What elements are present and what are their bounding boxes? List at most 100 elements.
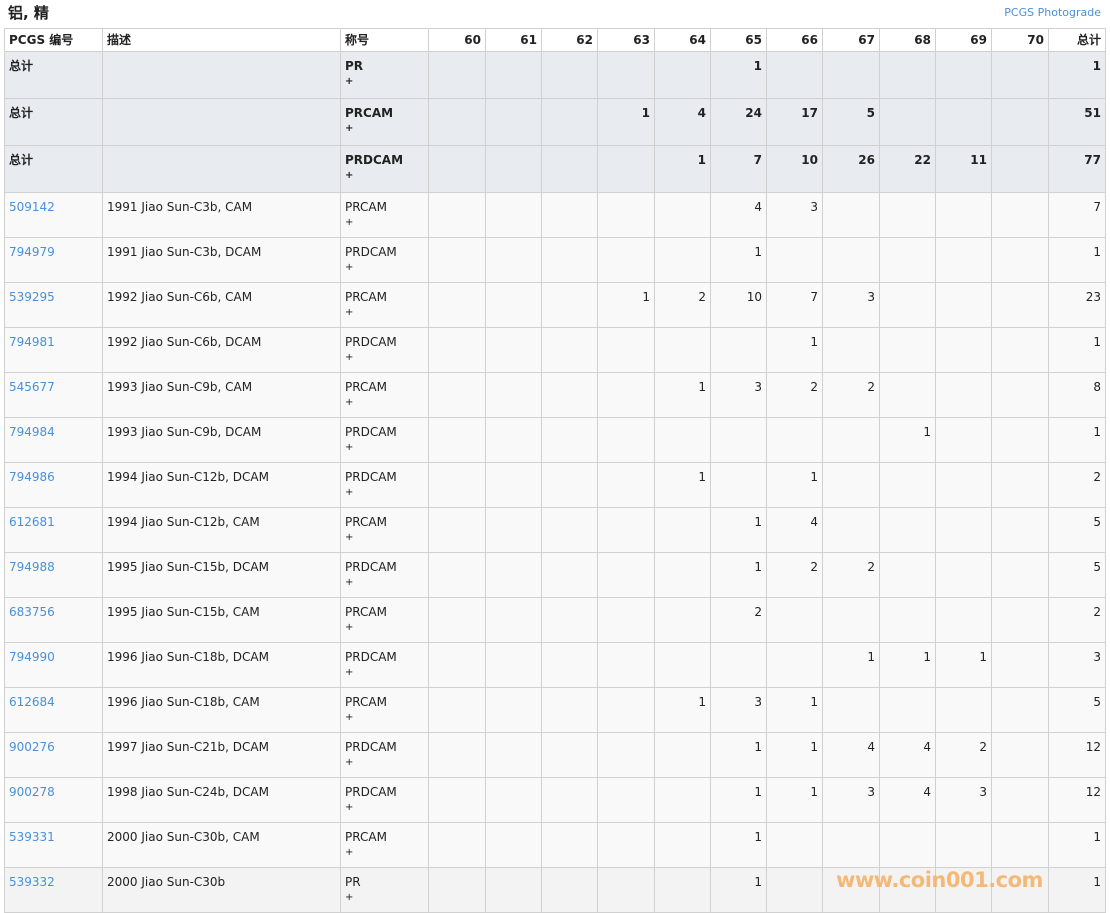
plus-grade-toggle[interactable]: + (345, 397, 354, 408)
pcgs-number-link[interactable]: 794984 (9, 425, 55, 439)
grade-65-count: 1 (710, 867, 767, 913)
designation-cell: PRCAM + (340, 822, 429, 868)
plus-grade-toggle[interactable]: + (345, 352, 354, 363)
designation: PRCAM (345, 200, 387, 214)
pcgs-number-link[interactable]: 794990 (9, 650, 55, 664)
header-grade-65: 65 (710, 28, 767, 52)
grade-65-count: 1 (710, 732, 767, 778)
grade-69-count (935, 867, 992, 913)
designation: PRDCAM (345, 153, 404, 167)
plus-grade-toggle[interactable]: + (345, 217, 354, 228)
plus-grade-toggle[interactable]: + (345, 892, 354, 903)
grade-67-count (822, 867, 880, 913)
pcgs-number-link[interactable]: 539332 (9, 875, 55, 889)
grade-69-count: 3 (935, 777, 992, 823)
description: 1998 Jiao Sun-C24b, DCAM (107, 785, 269, 799)
designation: PRDCAM (345, 245, 397, 259)
pcgs-cell: 545677 (4, 372, 103, 418)
pcgs-number-link[interactable]: 509142 (9, 200, 55, 214)
grade-66-count: 1 (766, 462, 823, 508)
description-cell: 1993 Jiao Sun-C9b, DCAM (102, 417, 341, 463)
header-designation: 称号 (340, 28, 429, 52)
grade-65-count: 1 (710, 552, 767, 598)
grade-63-count (597, 51, 655, 99)
plus-grade-toggle[interactable]: + (345, 170, 354, 181)
pcgs-number-link[interactable]: 612681 (9, 515, 55, 529)
grade-60-count (428, 777, 486, 823)
grade-69-count (935, 98, 992, 146)
pcgs-number-link[interactable]: 794981 (9, 335, 55, 349)
grade-63-count (597, 507, 655, 553)
grade-66-count: 1 (766, 687, 823, 733)
grade-65-count: 1 (710, 822, 767, 868)
plus-grade-toggle[interactable]: + (345, 262, 354, 273)
grade-61-count (485, 192, 542, 238)
grade-62-count (541, 732, 598, 778)
plus-grade-toggle[interactable]: + (345, 667, 354, 678)
description-cell: 1991 Jiao Sun-C3b, CAM (102, 192, 341, 238)
grade-62-count (541, 237, 598, 283)
plus-grade-toggle[interactable]: + (345, 712, 354, 723)
table-row: 794979 1991 Jiao Sun-C3b, DCAM PRDCAM +1 1 (4, 237, 1106, 283)
grade-61-count (485, 732, 542, 778)
plus-grade-toggle[interactable]: + (345, 757, 354, 768)
plus-grade-toggle[interactable]: + (345, 847, 354, 858)
description-cell: 1996 Jiao Sun-C18b, DCAM (102, 642, 341, 688)
plus-grade-toggle[interactable]: + (345, 123, 354, 134)
pcgs-number-link[interactable]: 539295 (9, 290, 55, 304)
designation-cell: PRDCAM + (340, 462, 429, 508)
plus-grade-toggle[interactable]: + (345, 622, 354, 633)
plus-grade-toggle[interactable]: + (345, 307, 354, 318)
row-total: 7 (1048, 192, 1106, 238)
grade-60-count (428, 145, 486, 193)
grade-67-count (822, 822, 880, 868)
row-total: 1 (1048, 417, 1106, 463)
plus-grade-toggle[interactable]: + (345, 487, 354, 498)
plus-grade-toggle[interactable]: + (345, 76, 354, 87)
grade-64-count: 4 (654, 98, 711, 146)
grade-61-count (485, 867, 542, 913)
pcgs-cell: 900276 (4, 732, 103, 778)
pcgs-number-link[interactable]: 539331 (9, 830, 55, 844)
table-row: 539295 1992 Jiao Sun-C6b, CAM PRCAM +1 2 10 7 3… (4, 282, 1106, 328)
pcgs-number-link[interactable]: 612684 (9, 695, 55, 709)
grade-63-count (597, 777, 655, 823)
grade-68-count (879, 372, 936, 418)
plus-grade-toggle[interactable]: + (345, 532, 354, 543)
total-row: 总计 PR +1 1 (4, 51, 1106, 99)
designation-cell: PRDCAM + (340, 417, 429, 463)
pcgs-number-link[interactable]: 545677 (9, 380, 55, 394)
pcgs-number-link[interactable]: 794986 (9, 470, 55, 484)
grade-70-count (991, 462, 1049, 508)
plus-grade-toggle[interactable]: + (345, 442, 354, 453)
description: 1993 Jiao Sun-C9b, CAM (107, 380, 253, 394)
grade-70-count (991, 867, 1049, 913)
grade-67-count (822, 462, 880, 508)
grade-68-count (879, 51, 936, 99)
grade-66-count (766, 237, 823, 283)
grade-67-count: 4 (822, 732, 880, 778)
grade-68-count: 4 (879, 732, 936, 778)
pcgs-number-link[interactable]: 900276 (9, 740, 55, 754)
grade-63-count (597, 237, 655, 283)
grade-69-count (935, 282, 992, 328)
plus-grade-toggle[interactable]: + (345, 577, 354, 588)
grade-66-count: 17 (766, 98, 823, 146)
pcgs-photograde-link[interactable]: PCGS Photograde (1004, 6, 1101, 19)
grade-62-count (541, 145, 598, 193)
grade-66-count: 1 (766, 327, 823, 373)
pcgs-number-link[interactable]: 900278 (9, 785, 55, 799)
grade-65-count: 24 (710, 98, 767, 146)
header-grade-67: 67 (822, 28, 880, 52)
pcgs-number-link[interactable]: 794988 (9, 560, 55, 574)
grade-67-count (822, 327, 880, 373)
grade-61-count (485, 552, 542, 598)
grade-63-count (597, 867, 655, 913)
grade-67-count: 26 (822, 145, 880, 193)
row-total: 12 (1048, 732, 1106, 778)
description: 2000 Jiao Sun-C30b (107, 875, 226, 889)
plus-grade-toggle[interactable]: + (345, 802, 354, 813)
description-cell: 1991 Jiao Sun-C3b, DCAM (102, 237, 341, 283)
pcgs-number-link[interactable]: 794979 (9, 245, 55, 259)
pcgs-number-link[interactable]: 683756 (9, 605, 55, 619)
